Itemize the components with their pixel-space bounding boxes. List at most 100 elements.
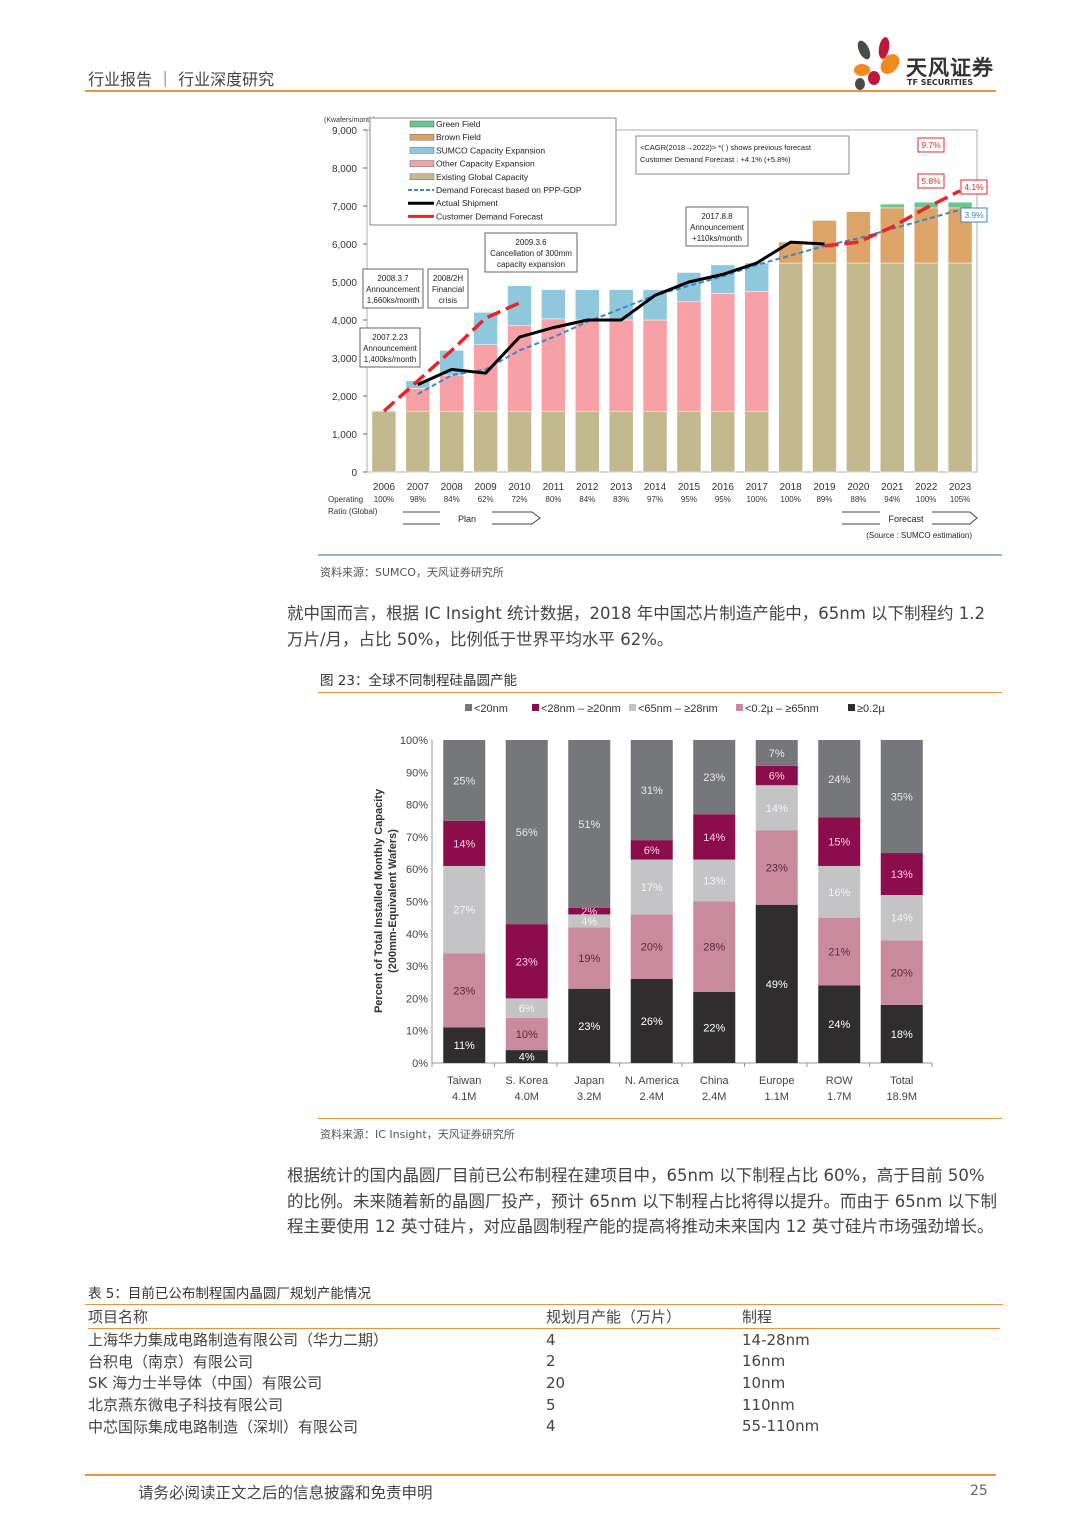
bar-segment xyxy=(880,895,923,941)
legend-label: <28nm – ≥20nm xyxy=(541,703,621,715)
header-project: 项目名称 xyxy=(88,1308,149,1327)
bar-segment xyxy=(693,991,736,1063)
data-label: 56% xyxy=(516,827,538,839)
data-label: 13% xyxy=(703,876,725,888)
bar-segment xyxy=(880,940,923,1005)
annotation-2008-crisis: crisis xyxy=(439,296,457,305)
data-label: 6% xyxy=(519,1003,535,1015)
bar-segment xyxy=(630,979,673,1063)
y-tick-label: 40% xyxy=(406,929,428,941)
bar-segment-brown-field xyxy=(812,220,837,264)
logo-english: TF SECURITIES xyxy=(907,78,974,87)
cagr-note: <CAGR(2018→2022)> *( ) shows previous fo… xyxy=(640,143,812,152)
y-tick-label: 60% xyxy=(406,864,428,876)
line-actual-shipment xyxy=(417,240,825,386)
forecast-cagr-box xyxy=(960,207,988,223)
bar-segment-sumco-capacity-expansion xyxy=(642,289,668,321)
y-tick-label: 80% xyxy=(406,800,428,812)
table-row: 上海华力集成电路制造有限公司（华力二期） 4 14-28nm xyxy=(88,1328,1000,1350)
footer-disclaimer: 请务必阅读正文之后的信息披露和免责申明 xyxy=(138,1484,433,1502)
annotation-2008: Announcement xyxy=(366,285,421,294)
operating-ratio-value: 100% xyxy=(916,495,936,504)
y-tick-label: 8,000 xyxy=(332,164,357,175)
bar-segment xyxy=(630,859,673,915)
legend-label: Other Capacity Expansion xyxy=(436,159,535,169)
category-total: 2.4M xyxy=(702,1091,726,1103)
process: 55-110nm xyxy=(742,1417,820,1436)
bar-segment xyxy=(818,817,861,866)
bar-segment-other-capacity-expansion xyxy=(676,301,702,412)
bar-segment xyxy=(568,907,611,915)
legend-label: Green Field xyxy=(436,119,481,129)
forecast-cagr-box xyxy=(917,173,945,189)
bar-segment-existing-global-capacity xyxy=(439,410,464,473)
bar-segment xyxy=(443,953,486,1028)
x-tick-label: 2013 xyxy=(610,482,633,493)
operating-ratio-value: 98% xyxy=(410,495,426,504)
bar-segment xyxy=(880,853,923,896)
x-tick-label: Total xyxy=(890,1075,913,1087)
data-label: 7% xyxy=(769,748,785,760)
legend-label: SUMCO Capacity Expansion xyxy=(436,145,545,155)
operating-ratio-value: 100% xyxy=(746,495,766,504)
legend-label: ≥0.2µ xyxy=(857,703,885,715)
project-name: 中芯国际集成电路制造（深圳）有限公司 xyxy=(88,1417,359,1436)
bar-segment-existing-global-capacity xyxy=(507,410,532,473)
bar-segment-other-capacity-expansion xyxy=(744,291,769,412)
category-total: 2.4M xyxy=(640,1091,664,1103)
data-label: 14% xyxy=(703,832,725,844)
footer-divider xyxy=(85,1474,996,1476)
process: 10nm xyxy=(742,1373,786,1392)
project-name: 台积电（南京）有限公司 xyxy=(88,1352,254,1371)
bar-segment-existing-global-capacity xyxy=(744,410,769,473)
bar-segment-sumco-capacity-expansion xyxy=(473,312,498,345)
x-tick-label: 2022 xyxy=(915,482,938,493)
legend-label: Demand Forecast based on PPP-GDP xyxy=(436,185,582,195)
x-tick-label: 2009 xyxy=(474,482,497,493)
forecast-label: Forecast xyxy=(888,514,924,524)
header-capacity: 规划月产能（万片） xyxy=(546,1308,682,1327)
bar-segment xyxy=(818,985,861,1063)
y-tick-label: 3,000 xyxy=(332,354,357,365)
operating-ratio-value: 94% xyxy=(884,495,900,504)
y-tick-label: 1,000 xyxy=(332,430,357,441)
operating-ratio-label: Operating xyxy=(328,495,363,504)
bar-segment-green-field xyxy=(880,203,905,209)
operating-ratio-value: 89% xyxy=(816,495,832,504)
annotation-2017: +110ks/month xyxy=(692,234,742,243)
data-label: 51% xyxy=(578,819,600,831)
operating-ratio-value: 72% xyxy=(511,495,527,504)
page-number: 25 xyxy=(970,1483,988,1499)
operating-ratio-value: 83% xyxy=(613,495,629,504)
bar-segment xyxy=(693,859,736,902)
legend-label: Existing Global Capacity xyxy=(436,172,529,182)
forecast-arrow xyxy=(842,511,978,525)
data-label: 16% xyxy=(828,887,850,899)
data-label: 23% xyxy=(703,772,725,784)
bar-segment-sumco-capacity-expansion xyxy=(575,289,600,321)
figure-divider xyxy=(318,1118,1002,1119)
operating-ratio-value: 100% xyxy=(374,495,394,504)
bar-segment-other-capacity-expansion xyxy=(608,319,634,412)
bar-segment-sumco-capacity-expansion xyxy=(676,272,702,303)
x-tick-label: 2019 xyxy=(813,482,836,493)
x-tick-label: N. America xyxy=(625,1075,680,1087)
annotation-2007-box xyxy=(359,327,421,368)
capacity: 4 xyxy=(546,1417,556,1436)
data-label: 4% xyxy=(581,916,597,928)
legend-swatch xyxy=(848,704,855,711)
bar-segment-brown-field xyxy=(880,207,905,264)
x-tick-label: China xyxy=(700,1075,730,1087)
forecast-cagr-label: 9.7% xyxy=(921,140,941,150)
bar-segment xyxy=(755,740,798,766)
bar-segment-existing-global-capacity xyxy=(642,410,668,473)
legend-swatch xyxy=(465,704,472,711)
table5-title: 表 5：目前已公布制程国内晶圆厂规划产能情况 xyxy=(88,1286,371,1302)
operating-ratio-value: 97% xyxy=(647,495,663,504)
annotation-2008: 2008.3.7 xyxy=(377,274,409,283)
forecast-cagr-box xyxy=(917,137,945,153)
figure-divider xyxy=(318,692,1002,693)
data-label: 15% xyxy=(828,837,850,849)
operating-ratio-value: 100% xyxy=(780,495,800,504)
data-label: 11% xyxy=(454,1040,475,1052)
